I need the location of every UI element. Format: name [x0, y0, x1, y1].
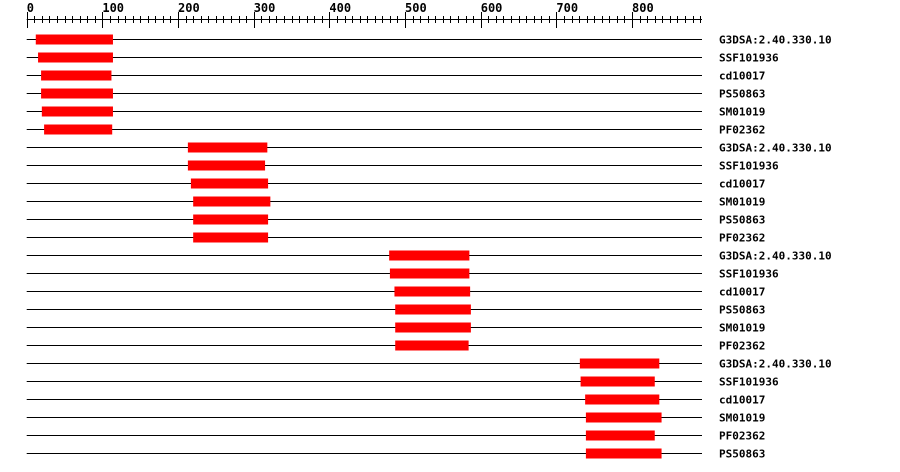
domain-row: SM01019 — [26, 412, 765, 425]
domain-bar[interactable] — [41, 88, 113, 99]
tick-label: 100 — [102, 1, 124, 15]
domain-label: cd10017 — [719, 286, 765, 299]
domain-label: SM01019 — [719, 106, 765, 119]
domain-label: PF02362 — [719, 430, 765, 443]
domain-label: G3DSA:2.40.330.10 — [719, 358, 832, 371]
domain-bar[interactable] — [41, 70, 112, 81]
domain-bar[interactable] — [190, 178, 269, 189]
domain-bar[interactable] — [44, 124, 113, 135]
domain-bar[interactable] — [585, 448, 662, 459]
domain-label: SSF101936 — [719, 376, 779, 389]
domain-row: G3DSA:2.40.330.10 — [26, 34, 832, 47]
domain-bar[interactable] — [395, 340, 469, 351]
tick-label: 300 — [254, 1, 276, 15]
domain-bar[interactable] — [585, 430, 655, 441]
domain-bar[interactable] — [41, 106, 113, 117]
domain-row: PS50863 — [26, 304, 765, 317]
tick-label: 0 — [27, 1, 34, 15]
domain-label: G3DSA:2.40.330.10 — [719, 250, 832, 263]
domain-label: cd10017 — [719, 70, 765, 83]
domain-bar[interactable] — [35, 34, 113, 45]
domain-label: PF02362 — [719, 232, 765, 245]
domain-label: SSF101936 — [719, 52, 779, 65]
tick-label: 600 — [481, 1, 503, 15]
tick-label: 700 — [556, 1, 578, 15]
domain-row: SSF101936 — [26, 268, 779, 281]
domain-row: PF02362 — [26, 340, 765, 353]
domain-bar[interactable] — [193, 232, 269, 243]
domain-label: cd10017 — [719, 178, 765, 191]
domain-bar[interactable] — [395, 304, 471, 315]
domain-label: cd10017 — [719, 394, 765, 407]
domain-row: PS50863 — [26, 448, 765, 461]
domain-row: SM01019 — [26, 106, 765, 119]
tick-label: 500 — [405, 1, 427, 15]
domain-row: PS50863 — [26, 88, 765, 101]
domain-row: cd10017 — [26, 70, 765, 83]
domain-bar[interactable] — [193, 196, 271, 207]
domain-row: SSF101936 — [26, 160, 779, 173]
domain-label: SSF101936 — [719, 268, 779, 281]
domain-bar[interactable] — [389, 250, 470, 261]
domain-label: PF02362 — [719, 340, 765, 353]
domain-label: PS50863 — [719, 88, 765, 101]
domain-row: SM01019 — [26, 322, 765, 335]
domain-row: PF02362 — [26, 232, 765, 245]
domain-row: G3DSA:2.40.330.10 — [26, 142, 832, 155]
domain-bar[interactable] — [579, 358, 660, 369]
domain-bar[interactable] — [193, 214, 269, 225]
domain-row: cd10017 — [26, 178, 765, 191]
tick-label: 800 — [632, 1, 654, 15]
domain-bar[interactable] — [395, 322, 471, 333]
domain-label: PS50863 — [719, 448, 765, 461]
domain-rows: G3DSA:2.40.330.10 SSF101936 cd10017 PS50863… — [26, 34, 832, 461]
domain-bar[interactable] — [580, 376, 655, 387]
domain-row: G3DSA:2.40.330.10 — [26, 250, 832, 263]
domain-label: SM01019 — [719, 412, 765, 425]
domain-bar[interactable] — [389, 268, 470, 279]
domain-row: PF02362 — [26, 124, 765, 137]
domain-row: SSF101936 — [26, 52, 779, 65]
tick-label: 200 — [178, 1, 200, 15]
domain-row: G3DSA:2.40.330.10 — [26, 358, 832, 371]
position-axis: 0 100 200 300 400 500 600 700 800 — [26, 1, 702, 28]
domain-label: SM01019 — [719, 322, 765, 335]
domain-label: PF02362 — [719, 124, 765, 137]
domain-label: G3DSA:2.40.330.10 — [719, 34, 832, 47]
domain-label: SM01019 — [719, 196, 765, 209]
domain-row: SSF101936 — [26, 376, 779, 389]
domain-bar[interactable] — [585, 394, 660, 405]
domain-label: PS50863 — [719, 304, 765, 317]
domain-row: SM01019 — [26, 196, 765, 209]
domain-row: cd10017 — [26, 286, 765, 299]
domain-row: cd10017 — [26, 394, 765, 407]
domain-bar[interactable] — [38, 52, 113, 63]
domain-label: PS50863 — [719, 214, 765, 227]
domain-row: PF02362 — [26, 430, 765, 443]
domain-bar[interactable] — [187, 142, 268, 153]
domain-label: SSF101936 — [719, 160, 779, 173]
domain-bar[interactable] — [187, 160, 266, 171]
domain-bar[interactable] — [585, 412, 662, 423]
domain-row: PS50863 — [26, 214, 765, 227]
tick-label: 400 — [329, 1, 351, 15]
domain-bar[interactable] — [394, 286, 471, 297]
domain-label: G3DSA:2.40.330.10 — [719, 142, 832, 155]
